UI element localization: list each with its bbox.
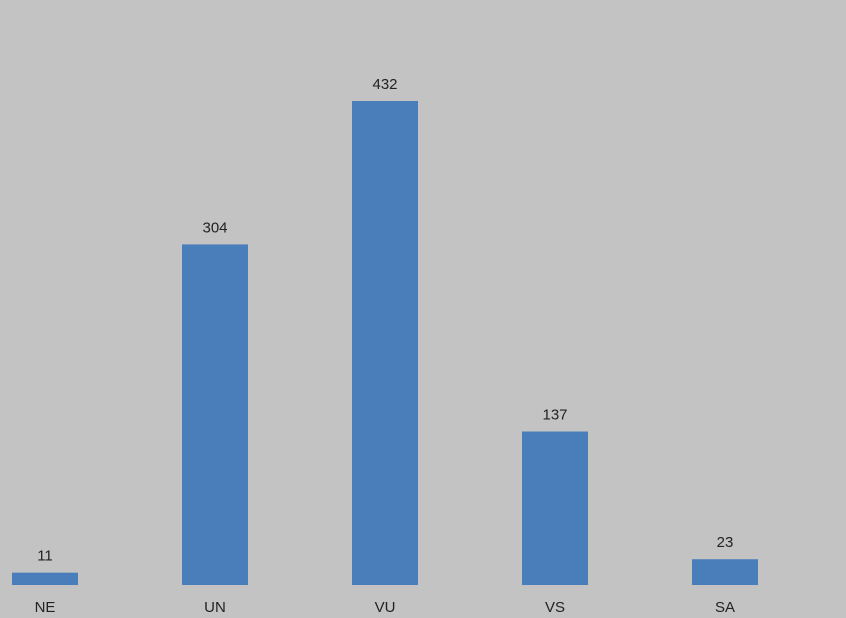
bar [352,101,418,585]
bar [522,431,588,585]
x-tick-label: VS [545,599,565,616]
data-label: 304 [202,219,227,236]
data-label: 137 [542,406,567,423]
bar [692,559,758,585]
x-tick-label: SA [715,599,735,616]
bar [12,572,78,585]
data-label: 432 [372,76,397,93]
data-label: 23 [717,534,734,551]
bar [182,244,248,585]
x-tick-label: VU [375,599,396,616]
data-label: 11 [37,548,53,565]
x-tick-label: UN [204,599,226,616]
x-tick-label: NE [35,599,56,616]
